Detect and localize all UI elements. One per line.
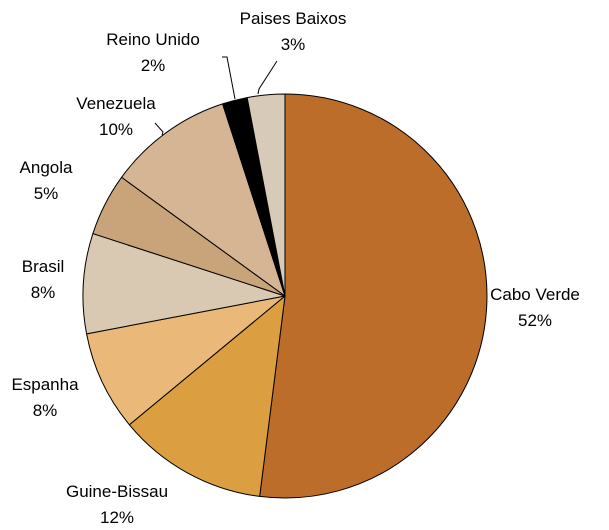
slice-label-brasil: Brasil bbox=[22, 257, 65, 276]
label-leader-lines bbox=[154, 56, 278, 136]
pie-slice-paises-baixos bbox=[246, 93, 286, 297]
pie-slice-cabo-verde bbox=[259, 93, 488, 499]
slice-value-guine-bissau: 12% bbox=[100, 508, 134, 527]
slice-value-paises-baixos: 3% bbox=[281, 35, 306, 54]
slice-label-venezuela: Venezuela bbox=[76, 94, 156, 113]
leader-line-paises-baixos bbox=[257, 60, 278, 95]
slice-label-espanha: Espanha bbox=[11, 375, 79, 394]
pie-slice-venezuela bbox=[121, 103, 286, 297]
slice-value-cabo-verde: 52% bbox=[518, 311, 552, 330]
slice-value-espanha: 8% bbox=[33, 401, 58, 420]
leader-line-venezuela bbox=[154, 122, 164, 136]
slice-labels: Cabo Verde 52% Guine-Bissau 12% Espanha 8% Bra… bbox=[11, 9, 579, 527]
slice-value-reino-unido: 2% bbox=[141, 56, 166, 75]
leader-line-reino-unido bbox=[222, 56, 236, 100]
slice-label-reino-unido: Reino Unido bbox=[106, 30, 200, 49]
slice-value-venezuela: 10% bbox=[99, 120, 133, 139]
slice-value-brasil: 8% bbox=[31, 283, 56, 302]
pie-slice-brasil bbox=[82, 233, 286, 335]
pie-slice-espanha bbox=[86, 295, 286, 426]
pie-slices bbox=[82, 93, 488, 499]
pie-slice-guine-bissau bbox=[128, 295, 286, 497]
slice-label-paises-baixos: Paises Baixos bbox=[240, 9, 347, 28]
slice-label-guine-bissau: Guine-Bissau bbox=[66, 482, 168, 501]
slice-value-angola: 5% bbox=[34, 184, 59, 203]
slice-label-cabo-verde: Cabo Verde bbox=[490, 285, 580, 304]
slice-label-angola: Angola bbox=[20, 158, 73, 177]
